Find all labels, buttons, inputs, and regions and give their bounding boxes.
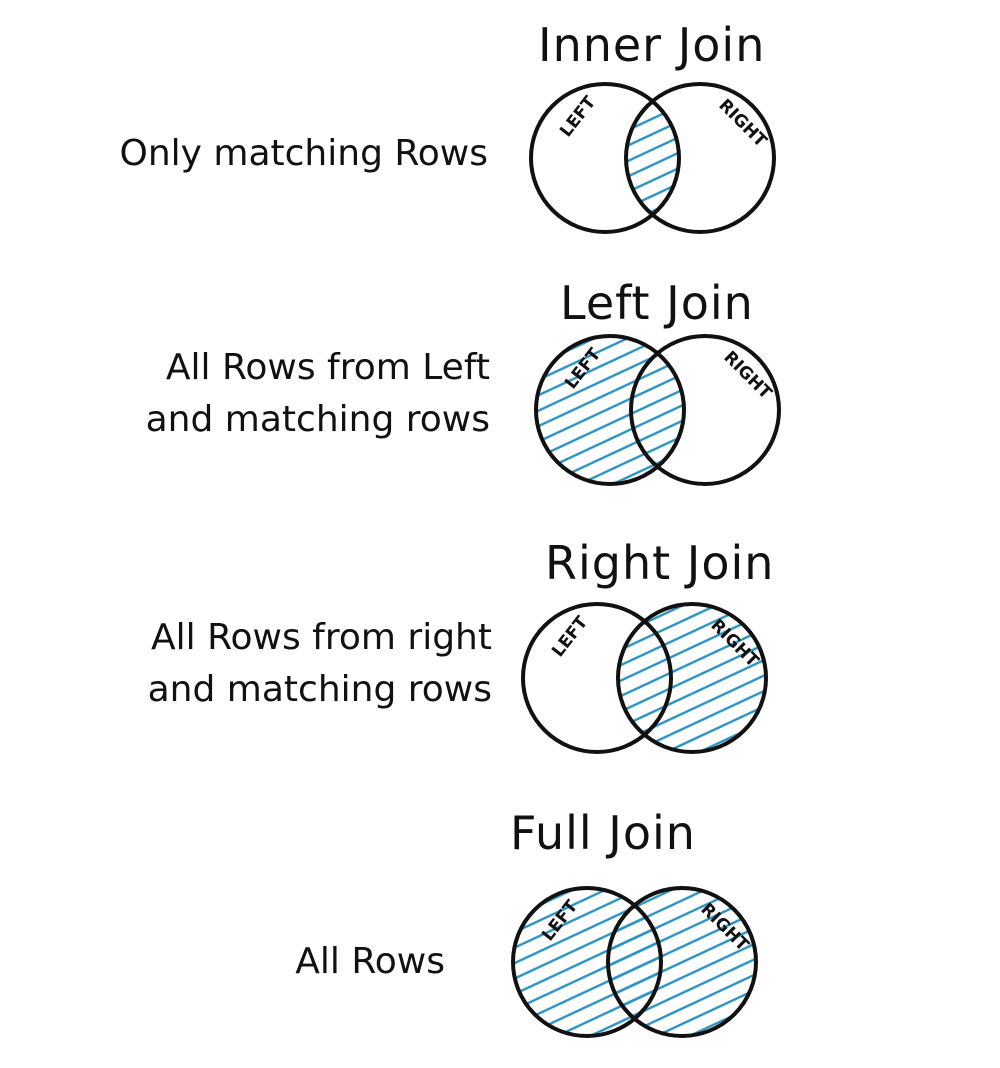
description-line: and matching rows (148, 664, 492, 716)
description-line: All Rows from Left (146, 342, 490, 394)
right-shading (618, 604, 766, 752)
left-circle (511, 886, 663, 1038)
right-circle (624, 82, 776, 234)
intersection-shading (626, 84, 679, 232)
inner-join-title-text: Inner Join (531, 18, 770, 72)
left-circle (529, 82, 681, 234)
right-join-title-text: Right Join (538, 536, 779, 590)
inner-join-title: Inner Join (531, 18, 770, 72)
full-join-venn-diagram: LEFT RIGHT (511, 886, 758, 1038)
right-join-description: All Rows from right and matching rows (147, 612, 492, 716)
left-join-venn-diagram: LEFT RIGHT (534, 334, 781, 486)
right-circle (629, 334, 781, 486)
full-join-title: Full Join (504, 806, 700, 860)
right-label: RIGHT (714, 95, 770, 151)
right-join-section: Right Join All Rows from right and match… (0, 520, 1000, 780)
description-line: and matching rows (146, 394, 490, 446)
right-join-venn-diagram: LEFT RIGHT (521, 602, 768, 754)
inner-join-description: Only matching Rows (119, 128, 488, 180)
left-label: LEFT (556, 92, 600, 141)
right-circle (616, 602, 768, 754)
left-circle (521, 602, 673, 754)
description-line: All Rows (291, 936, 445, 988)
description-line: Only matching Rows (119, 128, 488, 180)
inner-join-section: Inner Join Only matching Rows LEFT RIGHT (0, 0, 1000, 260)
left-label: LEFT (548, 612, 592, 661)
left-join-title: Left Join (554, 276, 758, 330)
inner-join-venn-diagram: LEFT RIGHT (529, 82, 776, 234)
right-circle (606, 886, 758, 1038)
description-line: All Rows from right (147, 612, 492, 664)
full-join-section: Full Join All Rows LEFT RIGHT (0, 780, 1000, 1068)
left-join-title-text: Left Join (554, 276, 758, 330)
full-join-title-text: Full Join (504, 806, 700, 860)
full-join-description: All Rows (291, 936, 445, 988)
left-join-description: All Rows from Left and matching rows (146, 342, 490, 446)
right-join-title: Right Join (538, 536, 779, 590)
right-shading (608, 888, 756, 1036)
right-label: RIGHT (719, 347, 775, 403)
left-circle (534, 334, 686, 486)
left-shading (536, 336, 684, 484)
left-join-section: Left Join All Rows from Left and matchin… (0, 260, 1000, 520)
